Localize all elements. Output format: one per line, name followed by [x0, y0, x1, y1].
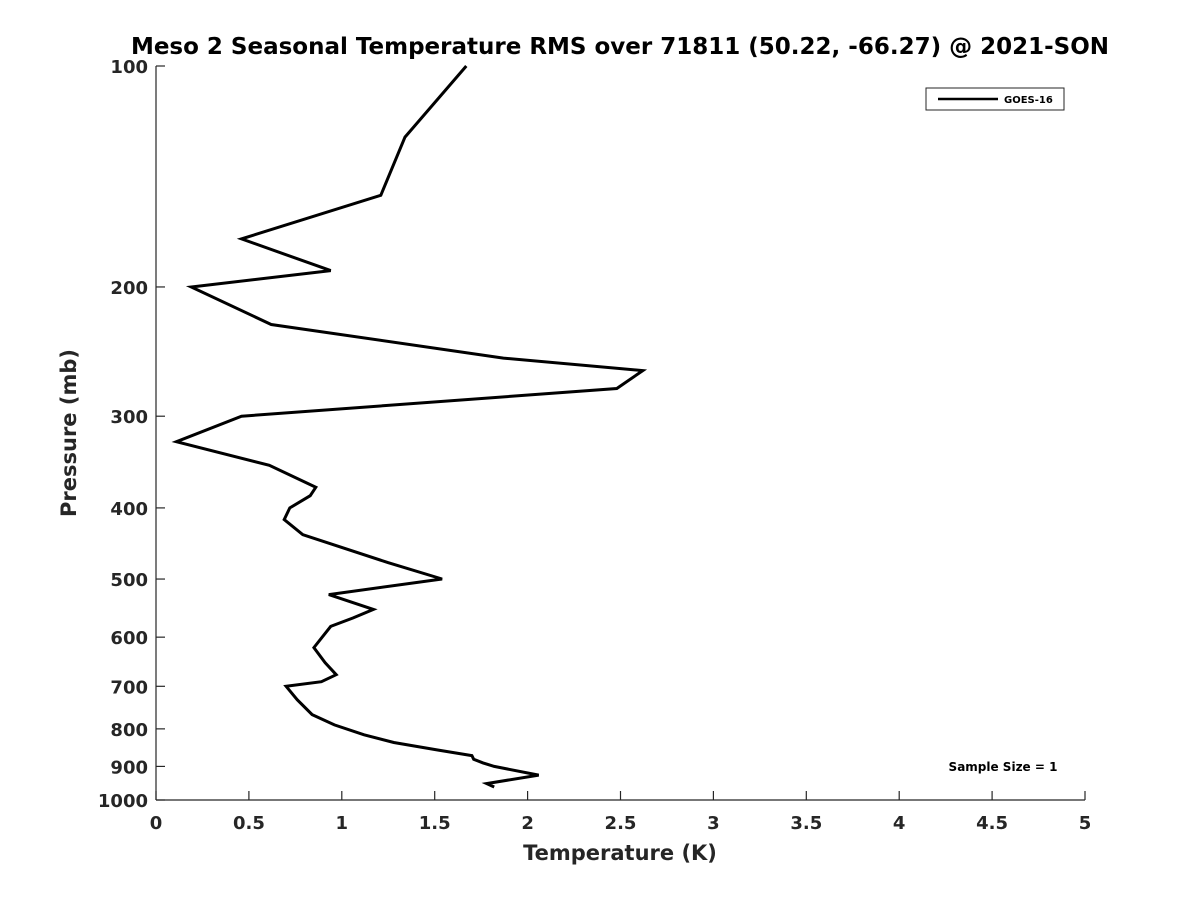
- x-tick-label-1: 0.5: [233, 813, 265, 834]
- x-tick-label-7: 3.5: [790, 813, 822, 834]
- series-line-goes-16: [171, 65, 648, 789]
- x-tick-label-3: 1.5: [419, 813, 451, 834]
- y-tick-label-4: 500: [110, 570, 148, 591]
- y-tick-label-9: 1000: [98, 791, 148, 812]
- x-tick-label-2: 1: [336, 813, 349, 834]
- x-tick-label-6: 3: [707, 813, 720, 834]
- x-tick-label-5: 2.5: [605, 813, 637, 834]
- x-axis-label: Temperature (K): [523, 841, 717, 865]
- y-tick-label-6: 700: [110, 677, 148, 698]
- y-tick-label-7: 800: [110, 720, 148, 741]
- x-tick-label-0: 0: [150, 813, 163, 834]
- x-tick-label-9: 4.5: [976, 813, 1008, 834]
- x-tick-label-4: 2: [521, 813, 534, 834]
- y-tick-label-5: 600: [110, 628, 148, 649]
- x-tick-label-8: 4: [893, 813, 906, 834]
- chart-title: Meso 2 Seasonal Temperature RMS over 718…: [131, 34, 1109, 60]
- y-tick-label-0: 100: [110, 57, 148, 78]
- x-tick-label-10: 5: [1079, 813, 1092, 834]
- y-tick-label-3: 400: [110, 499, 148, 520]
- y-tick-label-8: 900: [110, 757, 148, 778]
- legend: GOES-16: [925, 87, 1065, 111]
- plot-axes: [155, 66, 1085, 801]
- axis-ticks: 0 0.5 1 1.5 2 2.5 3 3.5 4 4.5 5 100 200 300 400 500 600 7…: [98, 57, 1091, 834]
- legend-label-goes-16: GOES-16: [1004, 95, 1053, 106]
- y-tick-label-2: 300: [110, 407, 148, 428]
- sample-size-note: Sample Size = 1: [949, 760, 1058, 774]
- y-tick-label-1: 200: [110, 278, 148, 299]
- y-axis-label: Pressure (mb): [57, 349, 81, 517]
- series-layer: [171, 65, 648, 789]
